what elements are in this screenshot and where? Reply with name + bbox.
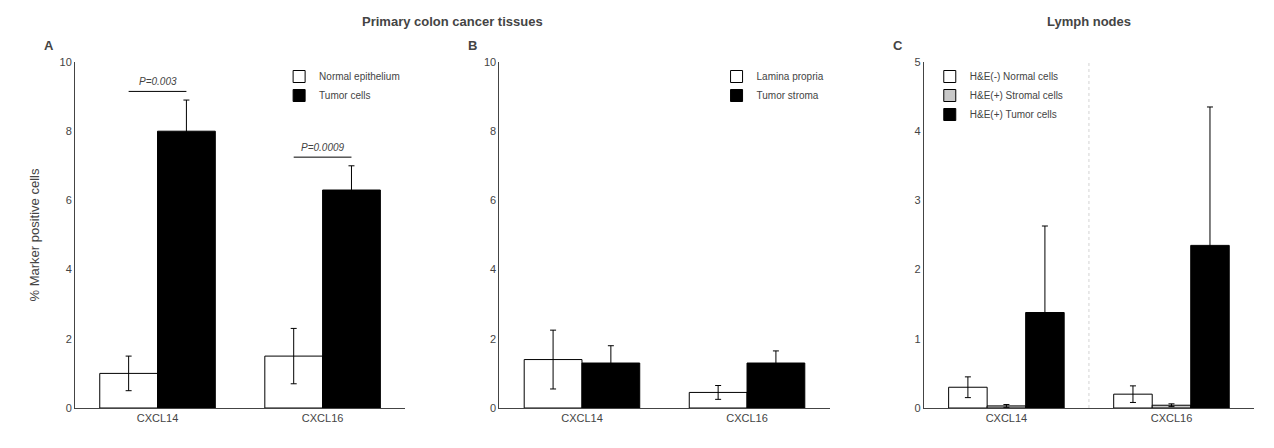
svg-text:H&E(+) Stromal cells: H&E(+) Stromal cells	[970, 90, 1063, 101]
svg-text:10: 10	[60, 56, 72, 68]
svg-text:C: C	[893, 38, 903, 53]
svg-text:0: 0	[915, 402, 921, 414]
svg-text:P=0.0009: P=0.0009	[301, 142, 345, 153]
svg-text:P=0.003: P=0.003	[139, 76, 177, 87]
svg-text:Lamina propria: Lamina propria	[757, 71, 824, 82]
svg-text:B: B	[468, 38, 477, 53]
svg-text:2: 2	[490, 333, 496, 345]
svg-text:Tumor stroma: Tumor stroma	[757, 90, 819, 101]
svg-text:CXCL14: CXCL14	[561, 412, 603, 424]
svg-text:% Marker positive cells: % Marker positive cells	[27, 168, 42, 301]
svg-text:8: 8	[490, 125, 496, 137]
svg-text:CXCL16: CXCL16	[1151, 412, 1193, 424]
svg-text:H&E(+) Tumor cells: H&E(+) Tumor cells	[970, 109, 1057, 120]
svg-text:2: 2	[66, 333, 72, 345]
svg-text:6: 6	[490, 194, 496, 206]
svg-text:3: 3	[915, 194, 921, 206]
svg-text:Primary colon cancer tissues: Primary colon cancer tissues	[362, 14, 543, 29]
svg-text:CXCL16: CXCL16	[302, 412, 344, 424]
svg-text:0: 0	[66, 402, 72, 414]
svg-text:0: 0	[490, 402, 496, 414]
svg-text:A: A	[44, 38, 54, 53]
svg-text:Tumor cells: Tumor cells	[319, 90, 370, 101]
svg-text:4: 4	[66, 263, 72, 275]
svg-text:4: 4	[490, 263, 496, 275]
svg-text:6: 6	[66, 194, 72, 206]
svg-text:5: 5	[915, 56, 921, 68]
svg-text:CXCL16: CXCL16	[726, 412, 768, 424]
svg-text:Normal epithelium: Normal epithelium	[319, 71, 400, 82]
svg-text:CXCL14: CXCL14	[137, 412, 179, 424]
svg-text:H&E(-) Normal cells: H&E(-) Normal cells	[970, 71, 1058, 82]
svg-text:2: 2	[915, 263, 921, 275]
svg-text:CXCL14: CXCL14	[986, 412, 1028, 424]
svg-text:10: 10	[484, 56, 496, 68]
svg-text:1: 1	[915, 333, 921, 345]
svg-text:4: 4	[915, 125, 921, 137]
svg-text:8: 8	[66, 125, 72, 137]
svg-text:Lymph nodes: Lymph nodes	[1047, 14, 1131, 29]
